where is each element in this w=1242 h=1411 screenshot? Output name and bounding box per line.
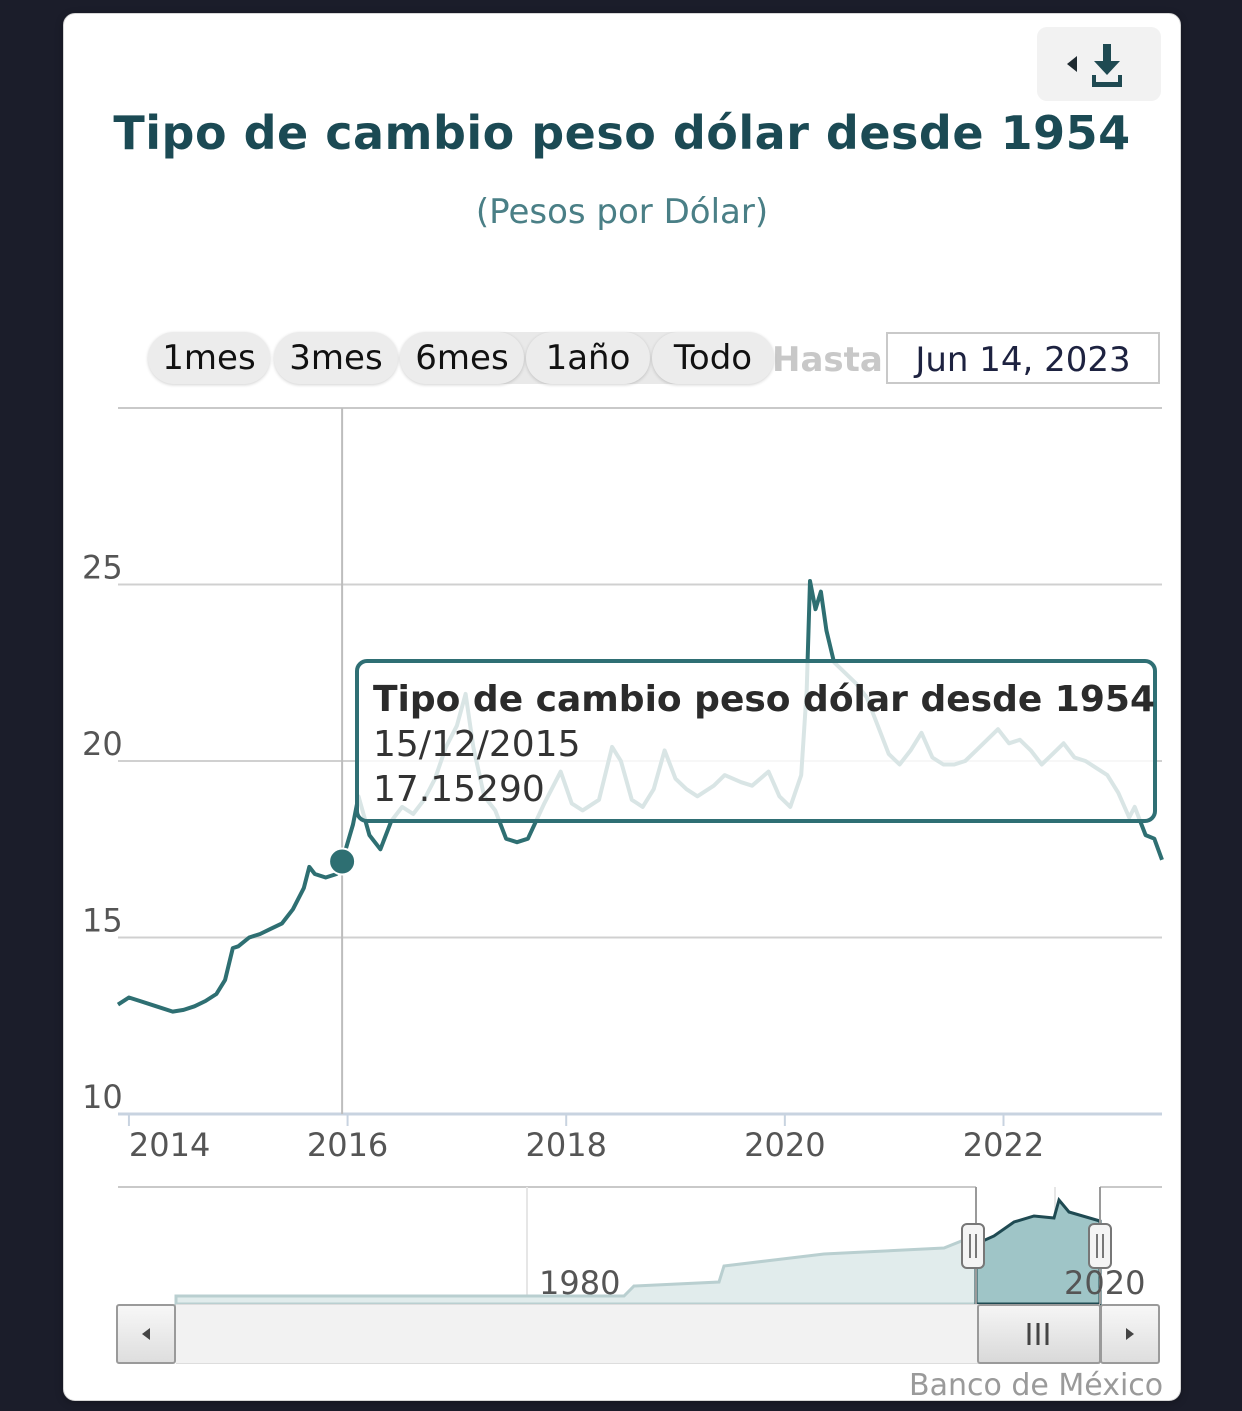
- download-icon: [1067, 44, 1122, 87]
- tooltip-value: 17.15290: [373, 769, 545, 810]
- chevron-right-icon: [1126, 1328, 1134, 1340]
- chevron-left-icon: [142, 1328, 150, 1340]
- x-tick-label: 2016: [307, 1126, 388, 1164]
- caret-left-icon: [1067, 56, 1077, 72]
- y-tick-label: 25: [82, 549, 123, 587]
- range-button-todo[interactable]: Todo: [652, 332, 774, 384]
- range-button-3mes[interactable]: 3mes: [274, 332, 398, 384]
- navigator-handle-left[interactable]: [961, 1223, 985, 1269]
- chart-credits: Banco de México: [909, 1368, 1164, 1403]
- navigator-label-1980: 1980: [539, 1264, 620, 1302]
- hover-point: [328, 847, 357, 876]
- scrollbar-track[interactable]: [176, 1304, 1100, 1364]
- x-tick-label: 2014: [129, 1126, 210, 1164]
- tooltip-series: Tipo de cambio peso dólar desde 1954: [373, 679, 1155, 720]
- scrollbar-thumb[interactable]: [977, 1304, 1101, 1364]
- to-date-input[interactable]: Jun 14, 2023: [886, 332, 1160, 384]
- chart-container: Tipo de cambio peso dólar desde 1954 (Pe…: [63, 13, 1181, 1403]
- y-tick-label: 20: [82, 725, 123, 763]
- x-tick-label: 2020: [744, 1126, 825, 1164]
- y-tick-label: 15: [82, 902, 123, 940]
- scrollbar-right-button[interactable]: [1100, 1304, 1160, 1364]
- tooltip-date: 15/12/2015: [373, 724, 581, 765]
- scrollbar-left-button[interactable]: [116, 1304, 176, 1364]
- hasta-label: Hasta: [772, 340, 883, 380]
- range-button-6mes[interactable]: 6mes: [400, 332, 524, 384]
- grip-icon: [1027, 1323, 1049, 1345]
- y-tick-label: 10: [82, 1078, 123, 1116]
- export-menu-button[interactable]: [1037, 27, 1161, 101]
- tooltip: Tipo de cambio peso dólar desde 1954 15/…: [355, 659, 1157, 823]
- x-tick-label: 2018: [525, 1126, 606, 1164]
- chart-title: Tipo de cambio peso dólar desde 1954: [113, 106, 1131, 160]
- navigator[interactable]: 1980 2020: [118, 1186, 1162, 1306]
- navigator-label-2020: 2020: [1064, 1264, 1145, 1302]
- range-button-1ano[interactable]: 1año: [526, 332, 650, 384]
- navigator-handle-right[interactable]: [1088, 1223, 1112, 1269]
- range-button-1mes[interactable]: 1mes: [148, 332, 270, 384]
- chart-subtitle: (Pesos por Dólar): [475, 192, 769, 232]
- x-tick-label: 2022: [963, 1126, 1044, 1164]
